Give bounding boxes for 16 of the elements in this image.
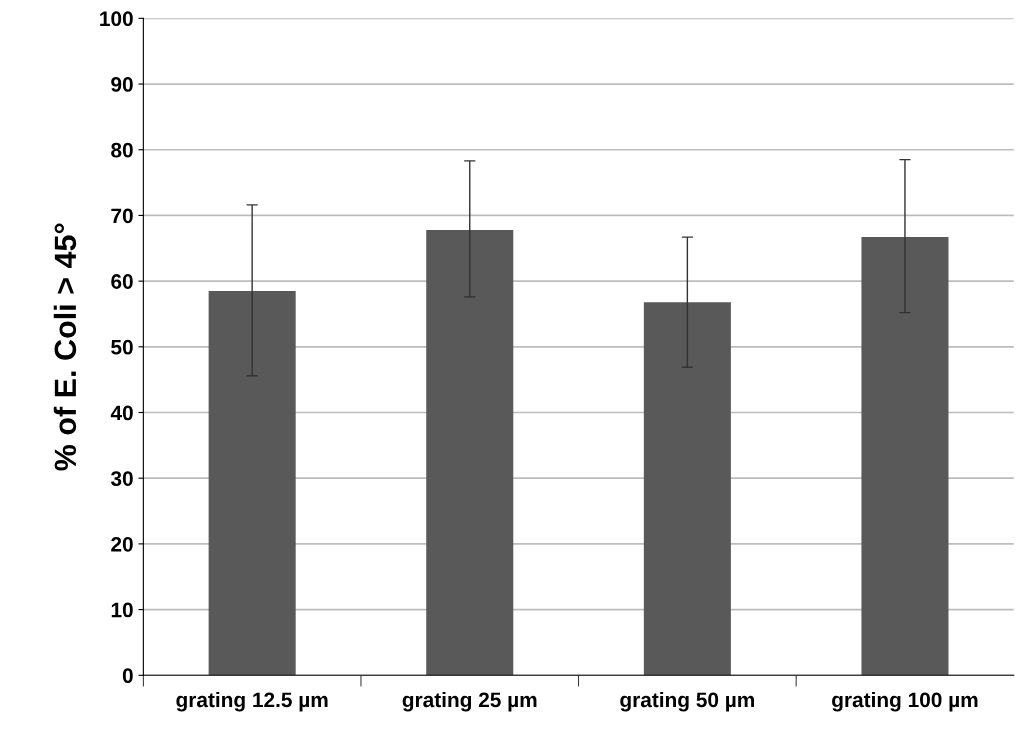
y-tick-label: 100	[100, 11, 133, 27]
y-axis-title: % of E. Coli > 45°	[53, 223, 77, 471]
y-tick-label: 20	[111, 536, 133, 552]
y-tick-label: 10	[111, 602, 133, 618]
x-tick-label: grating 50 µm	[620, 691, 755, 712]
y-tick-label: 40	[110, 405, 133, 421]
x-tick-label: grating 100 µm	[832, 691, 978, 712]
x-tick-label: grating 12.5 µm	[176, 691, 328, 712]
y-tick-label: 30	[110, 471, 133, 486]
y-tick-label: 60	[111, 274, 133, 289]
y-tick-label: 90	[111, 77, 133, 92]
y-tick-label: 80	[111, 142, 133, 158]
y-tick-label: 50	[111, 339, 133, 355]
x-tick-label: grating 25 µm	[402, 691, 537, 712]
y-tick-label: 70	[111, 208, 133, 224]
y-tick-label: 0	[122, 668, 133, 684]
